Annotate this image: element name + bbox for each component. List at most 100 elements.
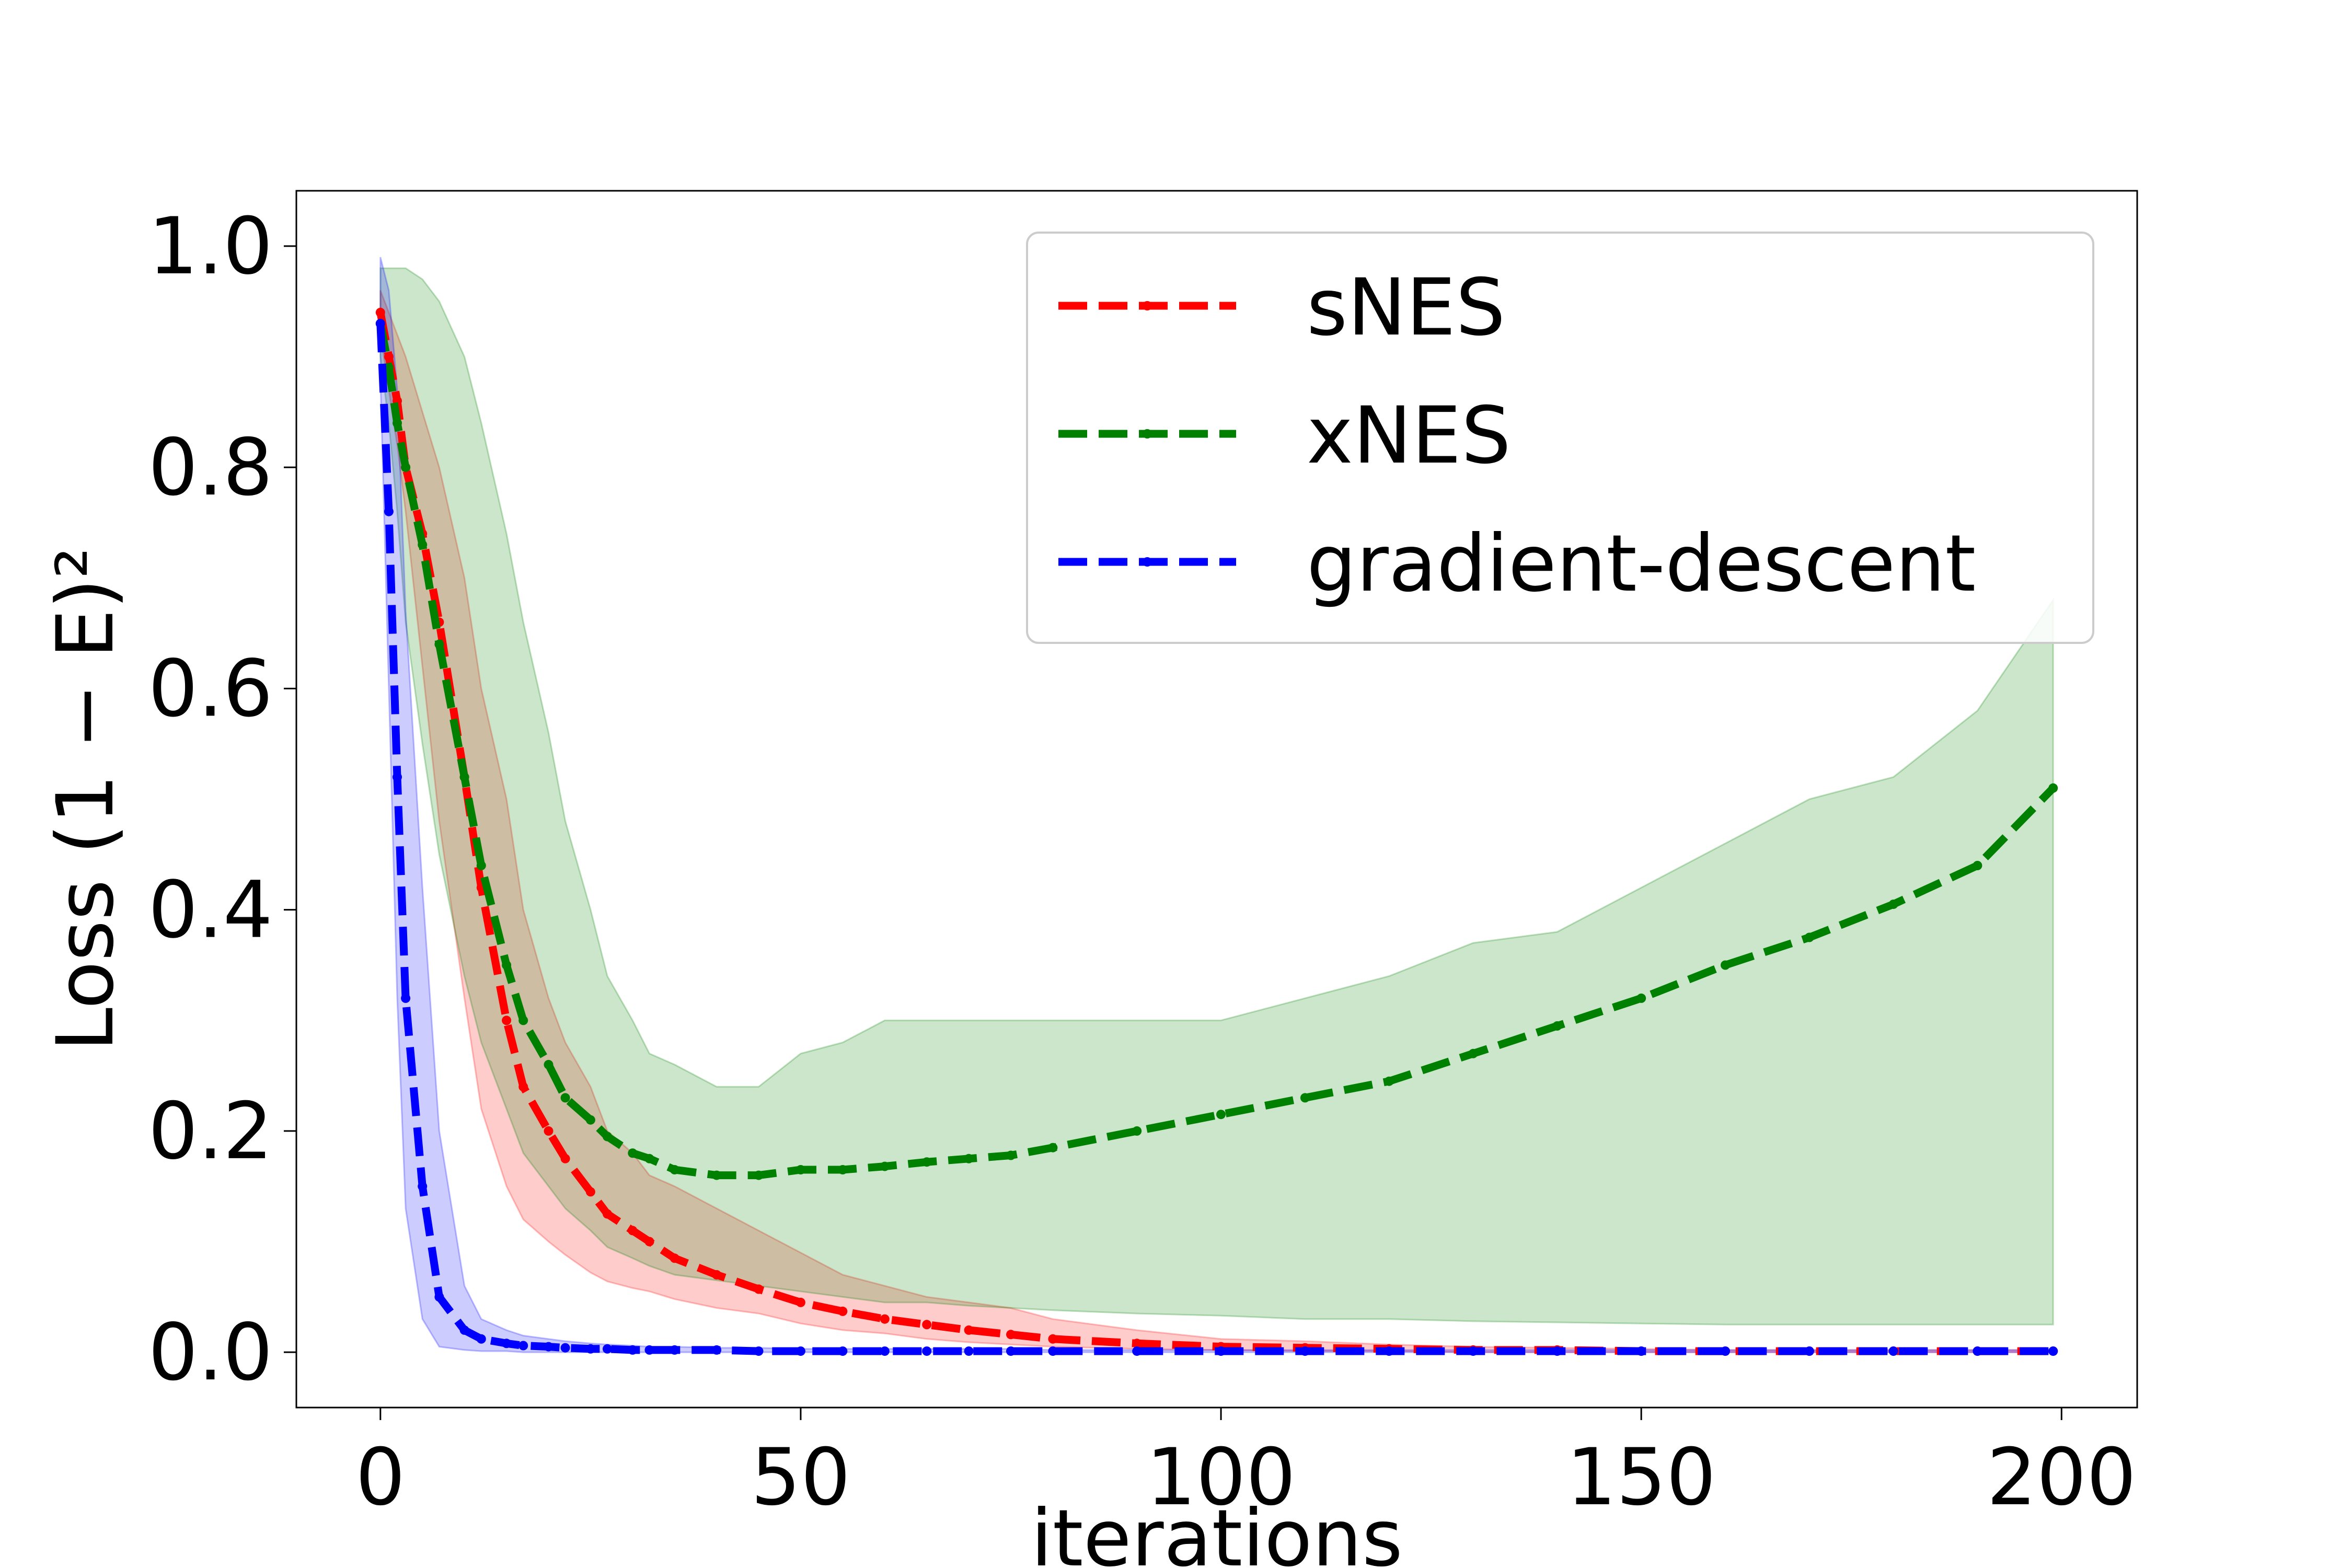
x-tick-label: 100	[1146, 1432, 1296, 1523]
point-gradient-descent	[838, 1346, 848, 1356]
legend: sNES xNES gradient-descent	[1026, 232, 2094, 644]
point-sNES	[544, 1126, 554, 1136]
y-axis-label: Loss (1 − E)²	[40, 547, 131, 1051]
point-xNES	[502, 960, 512, 970]
y-tick-label: 0.2	[148, 1086, 273, 1177]
x-tick-label: 150	[1566, 1432, 1716, 1523]
point-gradient-descent	[1552, 1346, 1562, 1356]
point-sNES	[628, 1226, 638, 1236]
legend-marker-sNES	[1143, 301, 1152, 310]
y-tick-label: 0.0	[148, 1307, 273, 1398]
x-axis-ticks: 0 50 100 150 200	[355, 1408, 2136, 1523]
point-gradient-descent	[401, 993, 411, 1003]
point-gradient-descent	[1888, 1346, 1898, 1356]
point-xNES	[1384, 1076, 1394, 1086]
point-xNES	[1636, 993, 1646, 1003]
point-gradient-descent	[1132, 1346, 1142, 1356]
point-xNES	[585, 1115, 595, 1125]
point-gradient-descent	[1048, 1346, 1058, 1356]
point-gradient-descent	[476, 1334, 486, 1344]
point-xNES	[880, 1161, 890, 1171]
point-xNES	[964, 1154, 974, 1163]
point-gradient-descent	[585, 1344, 595, 1354]
point-gradient-descent	[1721, 1346, 1730, 1356]
point-xNES	[401, 463, 411, 472]
point-sNES	[1048, 1334, 1058, 1344]
point-xNES	[670, 1165, 679, 1174]
point-xNES	[1216, 1110, 1226, 1120]
point-gradient-descent	[1006, 1346, 1016, 1356]
y-tick-label: 0.4	[148, 865, 273, 956]
point-gradient-descent	[628, 1345, 638, 1355]
point-xNES	[476, 861, 486, 870]
y-tick-label: 1.0	[148, 201, 273, 292]
point-gradient-descent	[1216, 1346, 1226, 1356]
point-gradient-descent	[922, 1346, 932, 1356]
point-gradient-descent	[544, 1342, 554, 1352]
legend-label-sNES: sNES	[1307, 262, 1505, 353]
point-sNES	[964, 1325, 974, 1335]
line-xNES	[376, 322, 2056, 1180]
point-gradient-descent	[1636, 1346, 1646, 1356]
point-sNES	[644, 1237, 654, 1247]
point-sNES	[922, 1320, 932, 1330]
point-sNES	[880, 1314, 890, 1324]
point-sNES	[603, 1209, 612, 1219]
point-gradient-descent	[964, 1346, 974, 1356]
point-sNES	[518, 1082, 528, 1092]
point-sNES	[712, 1270, 722, 1279]
point-gradient-descent	[644, 1345, 654, 1355]
point-xNES	[754, 1170, 764, 1180]
point-xNES	[1888, 900, 1898, 909]
point-gradient-descent	[2048, 1346, 2058, 1356]
point-xNES	[712, 1170, 722, 1180]
point-xNES	[838, 1165, 848, 1174]
y-tick-label: 0.6	[148, 643, 273, 734]
point-xNES	[544, 1059, 554, 1069]
point-xNES	[922, 1157, 932, 1167]
legend-marker-xNES	[1143, 429, 1152, 439]
point-sNES	[670, 1253, 679, 1263]
point-xNES	[1300, 1093, 1310, 1103]
point-gradient-descent	[393, 772, 402, 782]
point-gradient-descent	[459, 1325, 469, 1335]
point-xNES	[644, 1154, 654, 1163]
point-gradient-descent	[375, 319, 385, 328]
point-gradient-descent	[712, 1345, 722, 1355]
point-xNES	[1006, 1150, 1016, 1160]
point-xNES	[1973, 861, 1982, 870]
point-sNES	[502, 1016, 512, 1025]
point-xNES	[1721, 960, 1730, 970]
x-tick-label: 200	[1987, 1432, 2136, 1523]
point-xNES	[434, 639, 444, 649]
point-gradient-descent	[670, 1345, 679, 1355]
point-xNES	[795, 1165, 805, 1174]
point-xNES	[628, 1148, 638, 1158]
point-gradient-descent	[795, 1346, 805, 1356]
point-sNES	[384, 352, 394, 362]
point-gradient-descent	[1973, 1346, 1982, 1356]
x-tick-label: 50	[751, 1432, 850, 1523]
point-xNES	[459, 772, 469, 782]
series-lines	[375, 307, 2058, 1356]
point-gradient-descent	[560, 1343, 570, 1353]
point-sNES	[795, 1297, 805, 1307]
x-axis-label: iterations	[1031, 1493, 1403, 1568]
point-sNES	[838, 1306, 848, 1316]
point-xNES	[603, 1132, 612, 1142]
y-tick-label: 0.8	[148, 422, 273, 513]
point-sNES	[375, 307, 385, 317]
point-sNES	[560, 1154, 570, 1163]
point-gradient-descent	[434, 1292, 444, 1302]
legend-label-gradient-descent: gradient-descent	[1307, 518, 1976, 609]
plot-frame	[295, 190, 2138, 1409]
point-gradient-descent	[518, 1341, 528, 1351]
point-xNES	[518, 1016, 528, 1025]
point-xNES	[1804, 932, 1814, 942]
point-gradient-descent	[880, 1346, 890, 1356]
point-gradient-descent	[502, 1339, 512, 1348]
point-gradient-descent	[1804, 1346, 1814, 1356]
point-xNES	[1048, 1143, 1058, 1152]
point-gradient-descent	[1384, 1346, 1394, 1356]
